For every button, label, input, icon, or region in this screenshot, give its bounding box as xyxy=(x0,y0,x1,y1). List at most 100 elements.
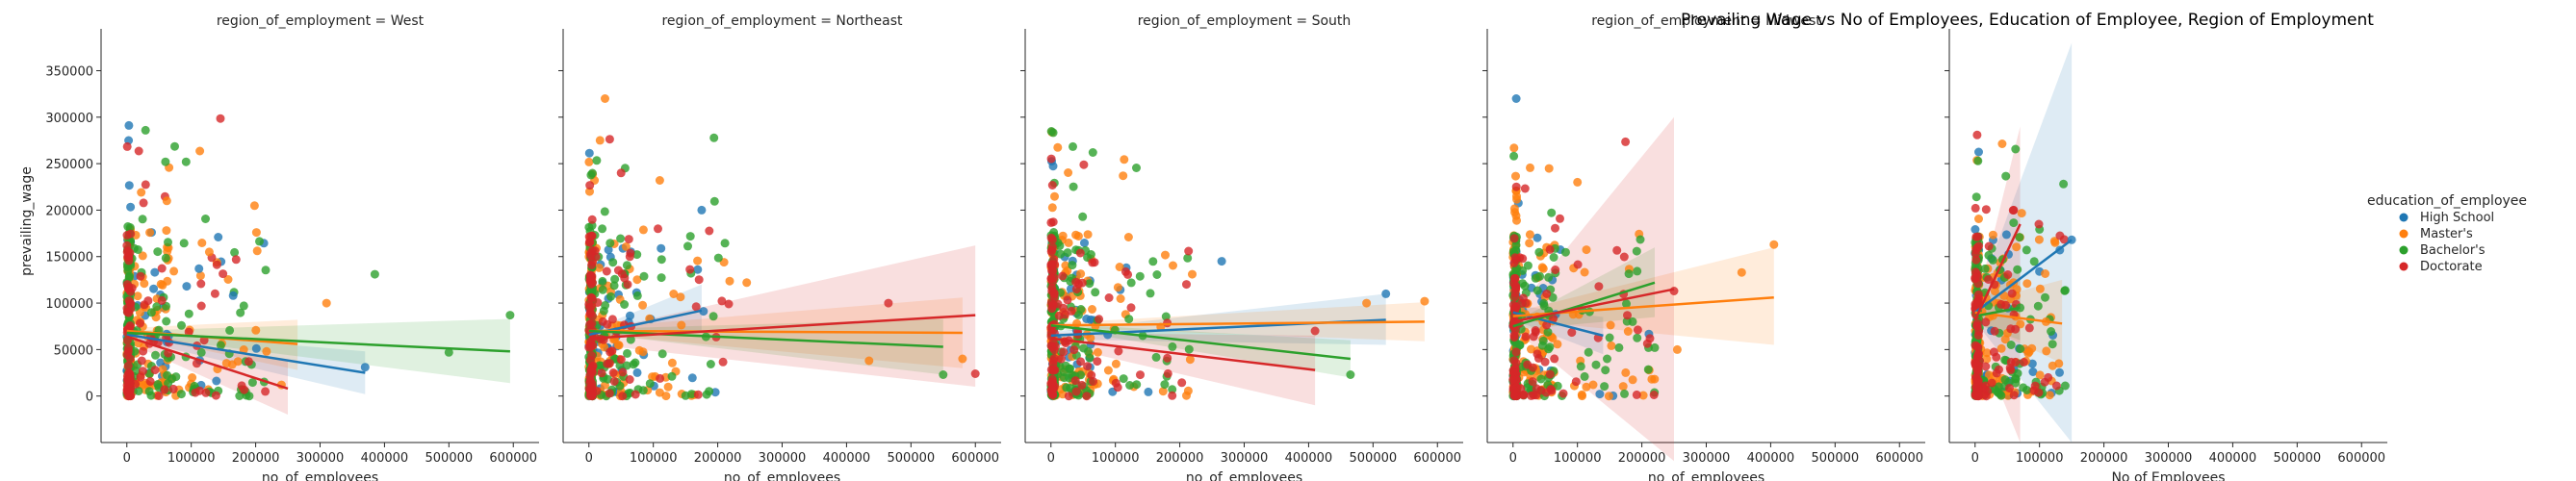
scatter-point xyxy=(322,298,331,308)
scatter-point xyxy=(138,251,147,261)
scatter-point xyxy=(1981,362,1991,371)
panel-1: 0 50000 100000 150000 200000 250000 300000 3500… xyxy=(45,13,539,481)
scatter-point xyxy=(1518,254,1528,264)
scatter-point xyxy=(1638,391,1648,400)
scatter-point xyxy=(1525,239,1534,248)
scatter-point xyxy=(1512,194,1522,204)
scatter-point xyxy=(1046,247,1056,257)
y-tick-label: 300000 xyxy=(45,112,93,126)
regression-line xyxy=(1512,311,1604,338)
scatter-point xyxy=(444,347,453,357)
scatter-point xyxy=(214,233,223,241)
confidence-band xyxy=(1050,302,1425,342)
legend-label: Master's xyxy=(2420,227,2473,241)
scatter-point xyxy=(1136,370,1145,380)
scatter-point xyxy=(1090,258,1099,267)
scatter-point xyxy=(1074,310,1083,319)
scatter-point xyxy=(1601,366,1610,375)
scatter-point xyxy=(605,389,614,398)
scatter-point xyxy=(1545,342,1555,352)
y-tick-label: 0 xyxy=(86,391,93,405)
scatter-point xyxy=(693,390,703,399)
scatter-point xyxy=(598,224,607,234)
scatter-point xyxy=(1974,215,1983,223)
scatter-point xyxy=(1532,384,1541,393)
scatter-point xyxy=(603,359,612,368)
scatter-point xyxy=(1981,317,1991,327)
scatter-point xyxy=(586,302,596,311)
scatter-point xyxy=(1573,260,1583,269)
scatter-point xyxy=(1071,387,1081,396)
scatter-point xyxy=(1543,327,1553,337)
scatter-point xyxy=(884,298,893,308)
scatter-point xyxy=(230,247,240,257)
scatter-point xyxy=(585,181,595,190)
scatter-point xyxy=(216,341,225,350)
scatter-point xyxy=(211,391,220,400)
legend-marker xyxy=(2399,262,2409,271)
scatter-point xyxy=(1529,332,1538,342)
scatter-point xyxy=(598,276,607,286)
scatter-point xyxy=(137,356,146,366)
scatter-point xyxy=(1073,232,1083,240)
scatter-point xyxy=(1582,245,1591,255)
scatter-point xyxy=(2005,363,2015,372)
scatter-point xyxy=(2035,370,2045,380)
scatter-point xyxy=(1076,269,1086,279)
scatter-point xyxy=(247,378,257,388)
panel-4: 0 100000 200000 300000 400000 500000 600000 no_… xyxy=(1482,13,1925,481)
scatter-point xyxy=(1984,275,1994,284)
scatter-point xyxy=(141,125,150,135)
scatter-point xyxy=(1645,334,1655,343)
scatter-point xyxy=(597,368,606,378)
scatter-point xyxy=(1632,246,1641,256)
scatter-point xyxy=(587,168,597,178)
scatter-point xyxy=(2024,323,2034,333)
scatter-point xyxy=(657,273,666,283)
scatter-point xyxy=(1095,315,1104,324)
scatter-point xyxy=(1981,205,1991,215)
scatter-point xyxy=(1075,248,1085,258)
scatter-point xyxy=(687,390,696,399)
scatter-point xyxy=(194,264,204,273)
scatter-point xyxy=(1973,156,1983,165)
scatter-point xyxy=(1064,392,1073,401)
x-tick-label: 100000 xyxy=(1092,451,1140,466)
chart-title: Prevailing Wage vs No of Employees, Educ… xyxy=(1681,11,2374,30)
scatter-point xyxy=(632,250,642,260)
scatter-point xyxy=(1619,252,1629,262)
x-tick-label: 500000 xyxy=(888,451,936,466)
scatter-point xyxy=(149,284,159,293)
x-tick-label: 200000 xyxy=(2080,451,2128,466)
scatter-point xyxy=(162,316,171,326)
scatter-point xyxy=(1144,387,1153,396)
x-tick-label: 600000 xyxy=(1413,451,1461,466)
scatter-point xyxy=(196,279,206,289)
scatter-point xyxy=(1521,332,1531,342)
scatter-point xyxy=(1115,263,1124,271)
scatter-point xyxy=(125,354,135,364)
scatter-point xyxy=(1163,353,1172,363)
scatter-point xyxy=(1973,376,1983,386)
scatter-point xyxy=(2016,344,2025,354)
scatter-point xyxy=(252,246,262,256)
y-tick-label: 50000 xyxy=(54,343,93,358)
scatter-point xyxy=(1310,326,1320,336)
scatter-point xyxy=(1511,347,1521,357)
scatter-point xyxy=(1973,349,1983,359)
scatter-point xyxy=(1048,366,1058,375)
scatter-point xyxy=(182,282,192,291)
scatter-point xyxy=(631,358,640,367)
scatter-point xyxy=(1577,390,1586,399)
scatter-point xyxy=(216,114,225,123)
scatter-point xyxy=(1119,171,1128,181)
scatter-point xyxy=(176,390,186,399)
scatter-point xyxy=(1509,143,1519,153)
scatter-point xyxy=(1183,253,1193,263)
scatter-point xyxy=(1510,273,1520,283)
scatter-point xyxy=(1558,389,1568,398)
scatter-point xyxy=(1113,283,1122,292)
scatter-point xyxy=(179,239,189,248)
scatter-point xyxy=(195,386,204,395)
scatter-point xyxy=(1047,181,1057,190)
